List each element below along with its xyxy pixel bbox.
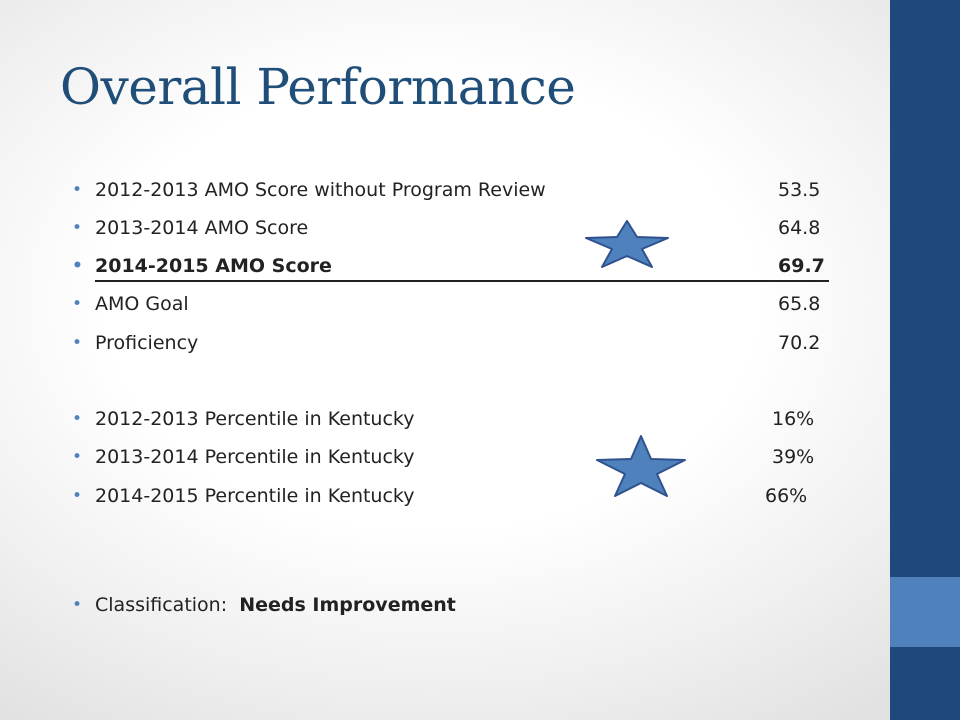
sidebar-accent-light — [890, 577, 960, 647]
item-value: 70.2 — [778, 332, 821, 354]
classification-text: Classification: Needs Improvement — [95, 590, 456, 620]
sidebar-accent-dark-bottom — [890, 647, 960, 720]
bullet-marker: • — [72, 486, 83, 506]
item-label: 2013-2014 AMO Score — [95, 217, 309, 239]
sidebar-accent-dark — [890, 0, 960, 577]
item-label: 2012-2013 Percentile in Kentucky — [95, 408, 415, 430]
item-label: 2014-2015 AMO Score — [95, 255, 332, 277]
item-value: 66% — [765, 485, 808, 507]
item-value: 65.8 — [778, 293, 821, 315]
bullet-marker: • — [72, 256, 83, 276]
item-value: 69.7 — [778, 255, 825, 277]
item-value: 53.5 — [778, 179, 821, 201]
emphasis-underline — [95, 280, 829, 282]
bullet-marker: • — [72, 333, 83, 353]
bullet-marker: • — [72, 595, 83, 615]
item-label: 2012-2013 AMO Score without Program Revi… — [95, 179, 546, 201]
item-value: 39% — [772, 446, 815, 468]
bullet-marker: • — [72, 218, 83, 238]
bullet-marker: • — [72, 180, 83, 200]
item-label: 2014-2015 Percentile in Kentucky — [95, 485, 415, 507]
classification-lead: Classification: — [95, 594, 228, 616]
slide-title: Overall Performance — [60, 58, 576, 116]
star-icon — [596, 435, 686, 497]
item-label: Proficiency — [95, 332, 199, 354]
item-label: 2013-2014 Percentile in Kentucky — [95, 446, 415, 468]
bullet-marker: • — [72, 294, 83, 314]
item-label: AMO Goal — [95, 293, 189, 315]
bullet-marker: • — [72, 447, 83, 467]
classification-value: Needs Improvement — [239, 594, 456, 616]
item-value: 16% — [772, 408, 815, 430]
item-value: 64.8 — [778, 217, 821, 239]
bullet-marker: • — [72, 409, 83, 429]
star-icon — [585, 220, 669, 268]
